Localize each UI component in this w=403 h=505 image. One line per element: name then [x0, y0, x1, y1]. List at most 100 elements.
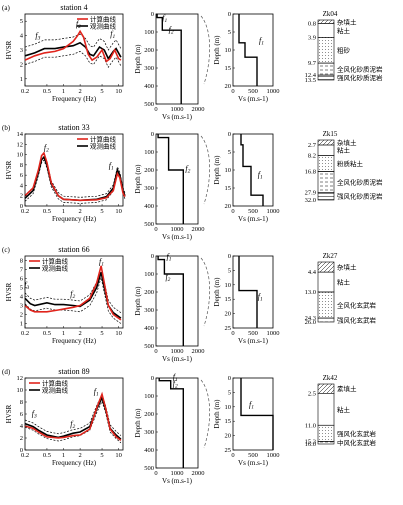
y-tick-label: 500 [144, 465, 154, 472]
layer-label: 强风化砂质泥岩 [337, 192, 383, 201]
y-tick-label: 5 [228, 29, 231, 36]
y-tick-label: 5 [20, 285, 23, 292]
borehole-layer [317, 383, 335, 394]
x-tick-label: 0 [231, 208, 234, 215]
y-tick-label: 300 [144, 429, 154, 436]
y-tick-label: 100 [144, 149, 154, 156]
layer-label: 强风化砂质泥岩 [337, 73, 383, 82]
y-axis-label: Depth (m) [213, 35, 221, 65]
vs-zoom-line [238, 256, 258, 328]
vs-zoom-peak-label: f1 [249, 400, 254, 411]
station-title: station 33 [58, 123, 89, 132]
y-tick-label: 5 [228, 267, 231, 274]
borehole-name: Zk04 [323, 10, 338, 18]
vs-peak-label: f1 [167, 252, 172, 263]
y-tick-label: 20 [225, 83, 232, 90]
y-tick-label: 10 [225, 167, 232, 174]
y-axis-label: Depth (m) [134, 164, 142, 194]
y-tick-label: 200 [144, 411, 154, 418]
y-tick-label: 500 [144, 343, 154, 350]
hvsr-peak-label: f1 [94, 387, 99, 398]
y-tick-label: 20 [225, 311, 232, 318]
layer-label: 全风化砂质泥岩 [337, 65, 383, 74]
layer-depth: 2.7 [308, 142, 317, 149]
y-tick-label: 0 [151, 11, 154, 18]
x-axis-label: Vs (m.s-1) [238, 459, 269, 467]
y-tick-label: 0 [228, 375, 231, 382]
x-tick-label: 5 [100, 452, 103, 459]
y-axis-label: HVSR [5, 282, 13, 301]
x-tick-label: 0 [154, 106, 157, 113]
x-tick-label: 0.5 [43, 208, 51, 215]
y-tick-label: 10 [17, 387, 24, 394]
borehole-name: Zk27 [323, 252, 338, 260]
x-tick-label: 2 [78, 208, 81, 215]
y-tick-label: 10 [17, 152, 24, 159]
layer-label: 全风化砂质泥岩 [337, 177, 383, 186]
y-tick-label: 5 [20, 18, 23, 25]
x-tick-label: 5 [100, 208, 103, 215]
x-tick-label: 0.2 [21, 208, 29, 215]
layer-label: 粗砂 [337, 46, 351, 55]
y-tick-label: 300 [144, 185, 154, 192]
observed-std-lower [24, 400, 122, 444]
panel-letter: (b) [2, 124, 11, 132]
hvsr-peak-label: f3 [32, 409, 37, 420]
layer-depth: 15.3 [305, 438, 316, 445]
y-axis-label: HVSR [5, 160, 13, 179]
layer-label: 粘土 [337, 26, 351, 35]
y-axis-label: HVSR [5, 404, 13, 423]
y-tick-label: 4 [20, 423, 24, 430]
layer-label: 强风化玄武岩 [337, 316, 377, 325]
x-tick-label: 1000 [267, 88, 280, 95]
x-tick-label: 0 [154, 470, 157, 477]
vs-profile-line [156, 14, 182, 104]
vs-zoom-frame [232, 377, 274, 451]
x-tick-label: 2000 [192, 348, 205, 355]
x-axis-label: Frequency (Hz) [52, 215, 97, 223]
vs-profile-frame [155, 13, 199, 105]
y-tick-label: 0 [20, 203, 23, 210]
borehole-layer [317, 317, 335, 323]
y-tick-label: 0 [228, 253, 231, 260]
vs-zoom-peak-label: f1 [258, 292, 263, 303]
x-tick-label: 1 [62, 452, 65, 459]
y-tick-label: 15 [225, 296, 232, 303]
borehole-layer [317, 37, 335, 64]
computed-curve [24, 391, 122, 442]
layer-label: 粘土 [337, 146, 351, 155]
zoom-connector [200, 379, 211, 449]
observed-std-lower [24, 50, 122, 69]
computed-curve [24, 265, 122, 321]
computed-curve [24, 151, 126, 202]
borehole-layer [317, 192, 335, 201]
y-axis-label: Depth (m) [134, 408, 142, 438]
hvsr-peak-label: f2 [76, 19, 81, 30]
station-title: station 66 [58, 245, 89, 254]
x-tick-label: 2 [78, 88, 81, 95]
legend-observed-label: 观测曲线 [42, 385, 69, 394]
x-tick-label: 0.2 [21, 452, 29, 459]
x-axis-label: Vs (m.s-1) [162, 477, 193, 485]
vs-profile-line [157, 134, 184, 224]
borehole-layer [317, 393, 335, 426]
x-axis-label: Frequency (Hz) [52, 459, 97, 467]
y-tick-label: 500 [144, 101, 154, 108]
y-tick-label: 2 [20, 193, 23, 200]
layer-label: 粘土 [337, 405, 351, 414]
x-tick-label: 500 [248, 88, 258, 95]
y-tick-label: 2 [20, 61, 23, 68]
layer-depth: 13.5 [305, 77, 316, 84]
x-tick-label: 10 [115, 330, 122, 337]
y-tick-label: 2 [20, 435, 23, 442]
x-axis-label: Frequency (Hz) [52, 95, 97, 103]
y-tick-label: 15 [225, 418, 232, 425]
hvsr-peak-label: f1 [99, 257, 104, 268]
y-tick-label: 8 [20, 162, 23, 169]
x-tick-label: 1000 [171, 106, 184, 113]
vs-zoom-line [240, 134, 264, 206]
layer-label: 粉质粘土 [337, 159, 364, 168]
x-tick-label: 0.2 [21, 330, 29, 337]
x-tick-label: 1000 [171, 470, 184, 477]
